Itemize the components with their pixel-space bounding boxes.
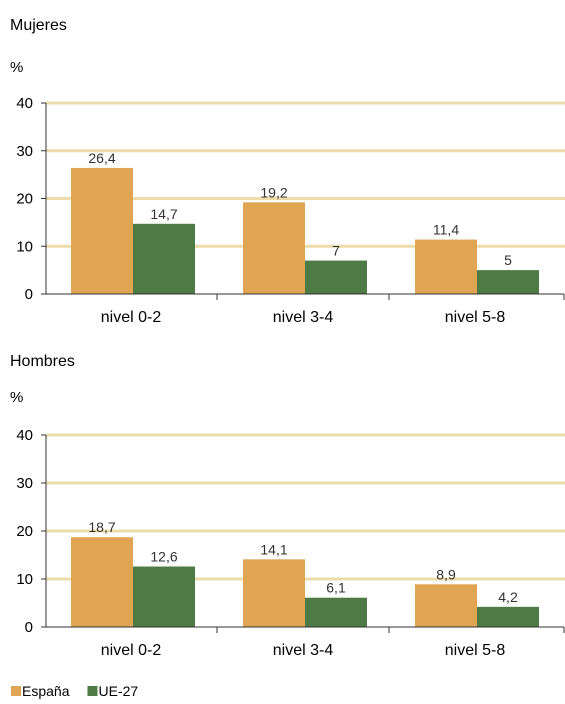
- bar-España: [243, 202, 305, 294]
- x-category-label: nivel 5-8: [445, 642, 506, 659]
- bar-España: [71, 167, 133, 294]
- y-tick-label: 10: [16, 238, 33, 255]
- data-label: 7: [332, 243, 340, 259]
- legend-label: UE-27: [98, 683, 138, 699]
- data-label: 11,4: [433, 222, 459, 238]
- legend-swatch-España: [11, 686, 21, 696]
- y-tick-label: 40: [16, 95, 33, 112]
- x-category-label: nivel 3-4: [273, 642, 334, 659]
- chart-title: Mujeres: [10, 17, 67, 34]
- y-tick-label: 20: [16, 523, 33, 540]
- x-category-label: nivel 0-2: [101, 642, 162, 659]
- y-tick-label: 10: [16, 571, 33, 588]
- x-category-label: nivel 0-2: [101, 309, 162, 326]
- data-label: 19,2: [260, 184, 287, 200]
- bar-UE-27: [133, 566, 195, 627]
- legend-swatch-UE-27: [87, 686, 98, 696]
- y-tick-label: 40: [16, 427, 33, 444]
- bar-España: [71, 537, 133, 627]
- data-label: 8,9: [436, 566, 456, 582]
- y-tick-label: 30: [16, 475, 33, 492]
- data-label: 5: [504, 252, 512, 268]
- y-axis-unit: %: [10, 59, 23, 76]
- y-axis-unit: %: [10, 389, 23, 406]
- bar-UE-27: [305, 260, 367, 294]
- bar-España: [415, 239, 477, 294]
- y-tick-label: 0: [25, 619, 33, 636]
- bar-UE-27: [133, 223, 195, 294]
- data-label: 4,2: [498, 589, 518, 605]
- y-tick-label: 0: [25, 286, 33, 303]
- y-tick-label: 20: [16, 191, 33, 208]
- bar-España: [243, 559, 305, 627]
- x-category-label: nivel 5-8: [445, 309, 506, 326]
- data-label: 18,7: [88, 519, 115, 535]
- y-tick-label: 30: [16, 143, 33, 160]
- bar-España: [415, 584, 477, 627]
- legend-label: España: [22, 683, 70, 699]
- bar-UE-27: [305, 597, 367, 627]
- chart-title: Hombres: [10, 353, 75, 370]
- x-category-label: nivel 3-4: [273, 309, 334, 326]
- data-label: 14,7: [150, 206, 177, 222]
- bar-UE-27: [477, 270, 539, 294]
- data-label: 12,6: [150, 549, 177, 565]
- data-label: 14,1: [260, 541, 287, 557]
- data-label: 6,1: [326, 580, 346, 596]
- bar-UE-27: [477, 606, 539, 627]
- data-label: 26,4: [88, 150, 115, 166]
